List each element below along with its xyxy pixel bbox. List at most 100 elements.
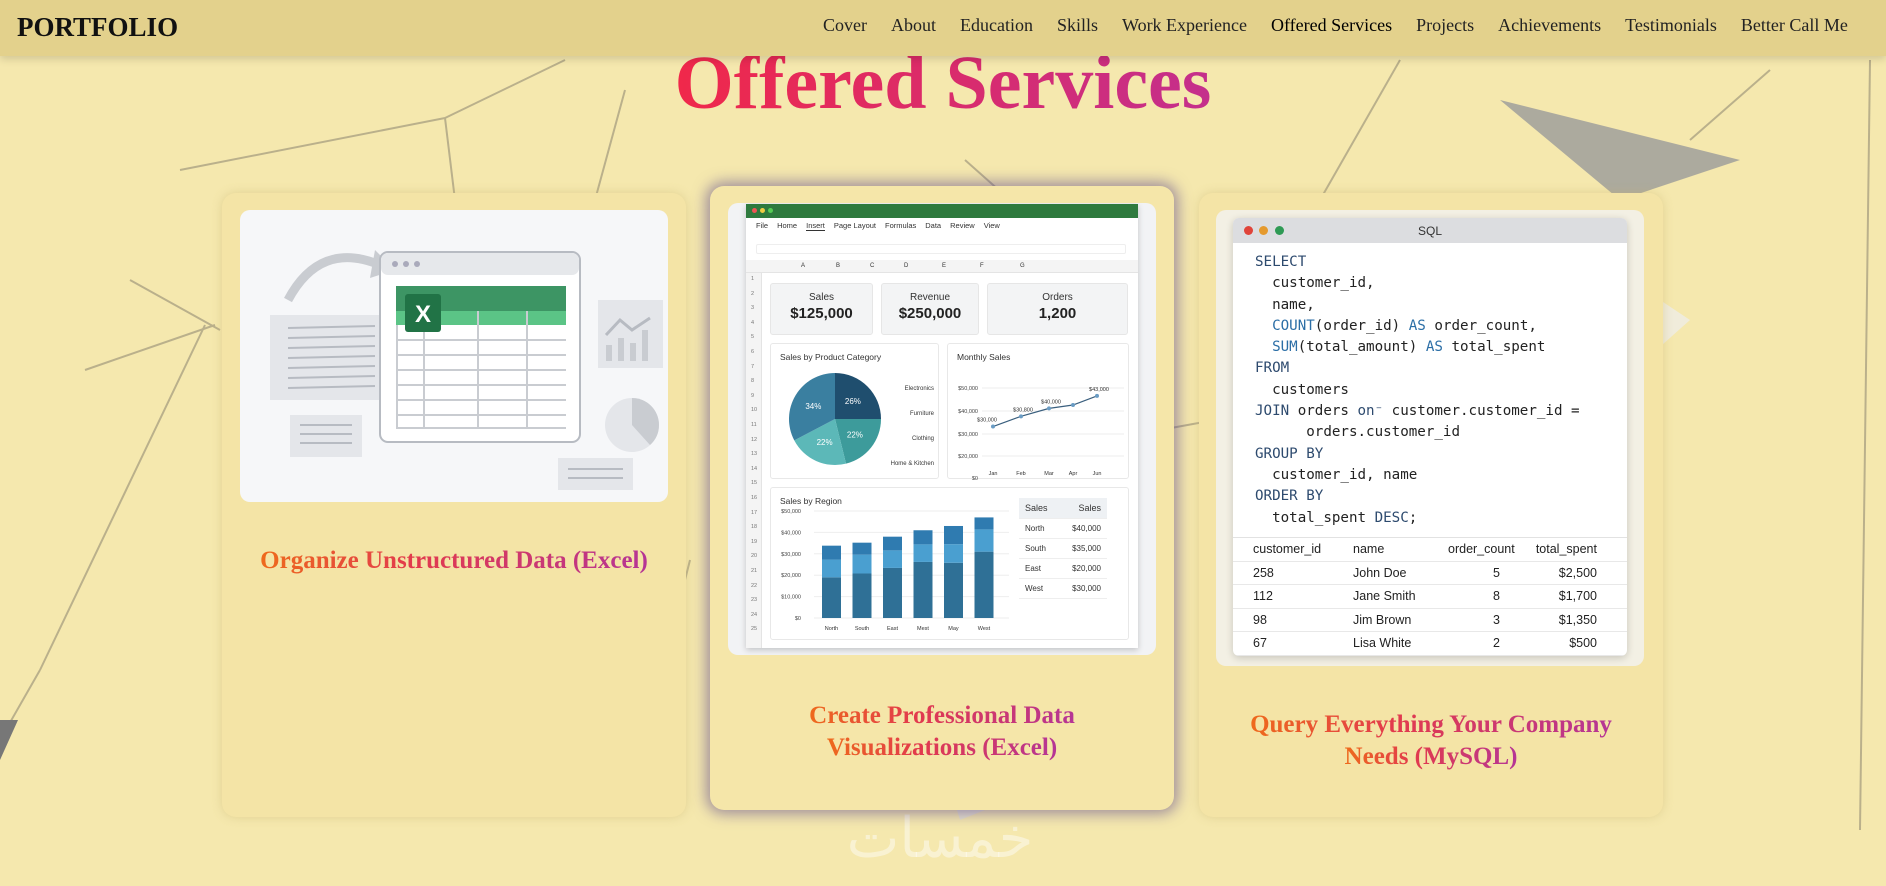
sql-keyword: DESC (1374, 509, 1409, 526)
bar-y-tick: $10,000 (781, 595, 801, 601)
sql-query-image: SQL SELECT customer_id, name, COUNT(orde… (1216, 210, 1644, 666)
kpi-card: Sales $125,000 (770, 283, 873, 335)
card-title: Query Everything Your Company Needs (MySQ… (1250, 711, 1612, 770)
row-headers: 1 2 3 4 5 6 7 8 9 10 11 12 13 14 15 16 17 18 19 20 21 22 23 24 2… (746, 273, 762, 648)
code-line: SELECT (1255, 252, 1627, 273)
result-cell: 8 (1493, 589, 1500, 604)
nav-link-work-experience[interactable]: Work Experience (1122, 15, 1248, 35)
line-point (991, 424, 995, 429)
nav-link-offered-services[interactable]: Offered Services (1271, 15, 1393, 35)
nav-link-testimonials[interactable]: Testimonials (1625, 15, 1717, 35)
code-line: FROM (1255, 358, 1627, 379)
pie-chart-title: Sales by Product Category (780, 352, 882, 362)
row-header: 19 (751, 538, 758, 545)
sql-titlebar: SQL (1233, 218, 1627, 243)
pie-slice (835, 419, 881, 464)
bar-segment (883, 550, 902, 568)
column-headers: A B C D E F G (746, 260, 1138, 273)
code-line: orders.customer_id (1255, 422, 1627, 443)
result-header-cell: total_spent (1535, 542, 1597, 557)
sql-text: order_count, (1425, 317, 1537, 334)
nav-links: Cover About Education Skills Work Experience… (823, 15, 1848, 36)
pie-legend-item: Clothing (912, 436, 934, 442)
sql-keyword: GROUP BY (1255, 445, 1324, 462)
bar-segment (944, 525, 963, 545)
table-row: North $40,000 (1019, 519, 1107, 539)
bar-chart-title: Sales by Region (780, 496, 842, 506)
row-header: 14 (751, 465, 758, 472)
card-title: Create Professional Data Visualizations (… (809, 702, 1075, 761)
excel-badge: X (415, 301, 431, 328)
sql-text: total_spent (1255, 509, 1375, 526)
kpi-card: Orders 1,200 (987, 283, 1128, 335)
bar-x-tick: West (978, 626, 991, 632)
table-cell: $30,000 (1072, 584, 1101, 593)
line-data-label: $30,000 (977, 418, 997, 424)
row-header: 7 (751, 363, 755, 370)
result-header: customer_id name order_count total_spent (1233, 538, 1627, 562)
column-header: G (1020, 263, 1025, 269)
row-header: 25 (751, 626, 758, 633)
kpi-value: $125,000 (790, 305, 853, 322)
result-header-cell: name (1353, 542, 1385, 557)
result-cell: 3 (1493, 612, 1500, 627)
region-sales-table: Sales Sales North $40,000 South $35,000 East $2… (1019, 498, 1107, 599)
line-x-tick: Apr (1069, 471, 1078, 477)
row-header: 3 (751, 305, 755, 312)
sql-text: ; (1408, 509, 1418, 526)
column-header: D (904, 263, 909, 269)
code-line: customers (1255, 380, 1627, 401)
bar-segment (913, 544, 933, 562)
bar-segment (822, 559, 841, 578)
sql-keyword: JOIN (1255, 403, 1290, 420)
service-card-organize-data[interactable]: X Organize Unstructured Data (Excel) (222, 193, 686, 817)
card-title: Organize Unstructured Data (Excel) (260, 547, 648, 574)
navbar: PORTFOLIO Cover About Education Skills Work … (0, 0, 1886, 56)
row-header: 11 (751, 422, 757, 428)
bar-segment (974, 517, 994, 530)
row-header: 9 (751, 392, 755, 399)
nav-link-achievements[interactable]: Achievements (1498, 15, 1602, 35)
result-cell: $1,700 (1558, 589, 1597, 604)
code-line: total_spent DESC; (1255, 508, 1627, 529)
nav-link-about[interactable]: About (891, 15, 936, 35)
bar-chart-panel: Sales by Region $50,000 $40,000 $30,000 $20… (770, 487, 1129, 640)
pie-slice (794, 419, 847, 465)
kpi-value: $250,000 (898, 305, 962, 322)
sql-text: name, (1255, 296, 1315, 313)
result-cell: $1,350 (1558, 612, 1597, 627)
excel-dashboard-image: File Home Insert Page Layout Formulas Data Rev… (728, 203, 1156, 655)
bar-segment (852, 573, 872, 618)
bar-segment (852, 542, 872, 555)
result-cell: 2 (1493, 636, 1500, 651)
bar-y-tick: $0 (795, 616, 801, 622)
table-row: West $30,000 (1019, 579, 1107, 599)
nav-link-education[interactable]: Education (960, 15, 1033, 35)
excel-ribbon-menu: File Home Insert Page Layout Formulas Data Rev… (756, 221, 1000, 231)
ribbon-tab: Review (950, 221, 975, 230)
nav-link-projects[interactable]: Projects (1416, 15, 1475, 35)
line-point (1071, 403, 1075, 407)
code-line: SUM(total_amount) AS total_spent (1255, 337, 1627, 358)
result-cell: $500 (1569, 636, 1597, 651)
bar-y-tick: $30,000 (781, 552, 801, 558)
service-card-mysql[interactable]: SQL SELECT customer_id, name, COUNT(orde… (1199, 193, 1663, 817)
column-header: E (942, 263, 947, 269)
sql-text: customer_id, (1255, 275, 1375, 292)
sql-keyword: ORDER BY (1255, 488, 1324, 505)
nav-link-skills[interactable]: Skills (1056, 15, 1099, 35)
table-cell: $35,000 (1072, 544, 1101, 553)
nav-link-cover[interactable]: Cover (823, 15, 867, 35)
bar-segment (913, 561, 933, 618)
nav-link-better-call-me[interactable]: Better Call Me (1740, 15, 1848, 35)
bar-segment (944, 562, 963, 618)
result-cell: John Doe (1353, 565, 1407, 580)
service-card-data-visualizations[interactable]: File Home Insert Page Layout Formulas Data Rev… (710, 186, 1174, 810)
result-cell: Lisa White (1353, 636, 1412, 651)
sql-keyword: on⁻ (1357, 403, 1384, 420)
line-y-tick: $20,000 (958, 454, 978, 460)
column-header: A (801, 263, 806, 269)
brand-logo[interactable]: PORTFOLIO (17, 12, 179, 42)
formula-bar (756, 244, 1126, 254)
result-row: 98 Jim Brown 3 $1,350 (1233, 609, 1627, 632)
